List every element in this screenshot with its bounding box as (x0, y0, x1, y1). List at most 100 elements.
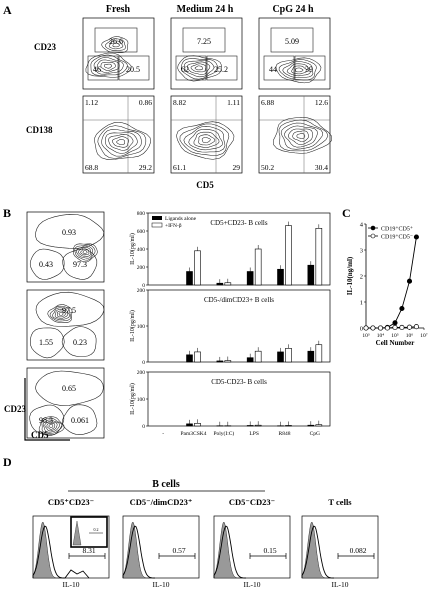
contour-line (194, 65, 203, 71)
row-label-cd23: CD23 (34, 42, 56, 52)
contour-line (100, 62, 116, 71)
contour-line (116, 139, 125, 145)
quadrant-value-ur: 1.11 (227, 98, 240, 107)
bar-ligands-alone (246, 425, 254, 427)
legend-label-ifn: +IFN-β (165, 223, 182, 229)
bar-ifn-beta (254, 248, 262, 286)
gate-value-top: 5.09 (285, 37, 299, 46)
x-tick-label: CpG (310, 431, 320, 437)
x-tick-label: 10⁶ (406, 333, 414, 339)
data-point-1 (377, 325, 384, 331)
legend-label: CD19⁺CD5⁻ (381, 235, 413, 241)
contour-line (73, 243, 98, 263)
data-point-1 (363, 325, 369, 331)
bar-ifn-beta (285, 225, 292, 286)
x-tick-label: 10⁷ (420, 333, 428, 339)
bar-ligands-alone (246, 357, 254, 363)
contour-line (94, 122, 151, 160)
histogram-outline (122, 525, 155, 579)
gate-left-oval (29, 327, 65, 359)
bar-ligands-alone (216, 282, 224, 286)
contour-line (295, 67, 304, 73)
y-tick-label: 2 (360, 274, 363, 281)
bar-ifn-beta (254, 424, 262, 427)
contour-line (198, 134, 216, 146)
contour-line (57, 310, 66, 318)
chart-title: CD5-/dimCD23+ B cells (204, 296, 274, 304)
bar-ifn-beta (194, 422, 201, 427)
panel-label-b: B (3, 206, 11, 220)
bar-ligands-alone (186, 354, 193, 363)
bar-ifn-beta (194, 351, 201, 363)
histogram-outline (213, 525, 246, 579)
contour-line (296, 132, 306, 139)
contour-line (105, 38, 126, 51)
y-tick-label: 600 (137, 229, 146, 235)
histogram-fill (213, 522, 242, 579)
histogram-x-label: IL-10 (152, 580, 169, 589)
histogram-title: CD5⁻CD23⁻ (229, 497, 275, 507)
bar-ifn-beta (315, 424, 323, 427)
contour-line (76, 245, 94, 259)
panel-b-bar-charts: IL-10(pg/ml)CD5+CD23- B cells02004006008… (129, 211, 331, 437)
inset-histogram (72, 520, 82, 546)
gate-value-left: 62 (181, 65, 189, 74)
row-label-cd138: CD138 (26, 125, 53, 135)
legend-swatch-ligands (152, 216, 162, 220)
bar-ifn-beta (315, 344, 323, 363)
quadrant-value-ul: 8.82 (173, 98, 186, 107)
bar-ifn-beta (224, 360, 232, 363)
panel-b-xlabel: CD5 (31, 430, 49, 440)
data-point-0 (392, 320, 398, 326)
contour-line (278, 59, 317, 81)
quadrant-value-ur: 0.86 (139, 98, 152, 107)
bar-ifn-beta (254, 350, 262, 363)
x-tick-label: LPS (249, 431, 258, 437)
y-axis-label: IL-10(ng/ml) (346, 256, 354, 295)
gate-top-oval (35, 370, 104, 406)
bar-ligands-alone (216, 360, 224, 363)
gate-value-left: 0.43 (39, 260, 53, 269)
quadrant-value-ur: 12.6 (315, 98, 328, 107)
bar-ifn-beta (285, 425, 292, 427)
y-tick-label: 400 (137, 247, 146, 253)
y-tick-label: 4 (360, 222, 364, 229)
contour-line (292, 130, 309, 142)
contour-line (187, 61, 211, 75)
contour-line (97, 125, 147, 159)
chart-title: CD5-CD23- B cells (211, 378, 267, 386)
x-tick-label: Poly(I:C) (213, 430, 234, 437)
histogram-title: CD5⁻/dimCD23⁺ (130, 497, 193, 507)
gate-value-right: 25.2 (214, 65, 228, 74)
legend-marker (370, 225, 376, 231)
gate-top (270, 27, 314, 53)
contour-line (49, 305, 72, 322)
chart-title: CD5+CD23- B cells (210, 219, 267, 227)
y-tick-label: 1 (360, 300, 363, 307)
bar-ligands-alone (186, 271, 193, 286)
contour-line (177, 55, 222, 82)
bar-ligands-alone (307, 424, 315, 427)
histogram-fill (122, 522, 151, 579)
histogram-fill (32, 522, 61, 579)
contour-line (179, 123, 230, 156)
contour-line (82, 250, 88, 254)
gate-right-oval (62, 404, 98, 436)
histogram-x-label: IL-10 (62, 580, 79, 589)
bar-ligands-alone (246, 271, 254, 286)
contour-line (104, 63, 112, 69)
x-tick-label: R848 (279, 431, 291, 437)
bar-ligands-alone (186, 423, 193, 427)
contour-line (184, 60, 215, 78)
flow-plot-frame (170, 17, 243, 90)
data-point-1 (399, 324, 405, 331)
bar-ifn-beta (224, 282, 232, 286)
contour-line (112, 42, 120, 48)
panel-c-line-chart: IL-10(ng/ml) Cell Number 0 1 2 3 4 10³ 10⁴ 10⁵ 10⁶… (346, 222, 428, 348)
x-label-cd5: CD5 (196, 180, 214, 190)
gate-right-oval (62, 248, 98, 280)
gate-top (94, 27, 138, 53)
contour-line (108, 40, 124, 50)
flow-plot-frame (82, 17, 155, 90)
data-point-1 (384, 325, 390, 331)
